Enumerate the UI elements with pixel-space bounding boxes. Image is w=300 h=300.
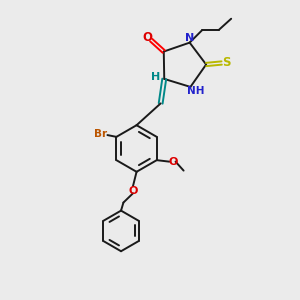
Text: NH: NH: [187, 85, 205, 95]
Text: N: N: [185, 33, 194, 43]
Text: O: O: [128, 186, 138, 196]
Text: S: S: [222, 56, 231, 70]
Text: Br: Br: [94, 129, 107, 139]
Text: O: O: [169, 157, 178, 166]
Text: H: H: [151, 72, 160, 82]
Text: O: O: [142, 31, 152, 44]
